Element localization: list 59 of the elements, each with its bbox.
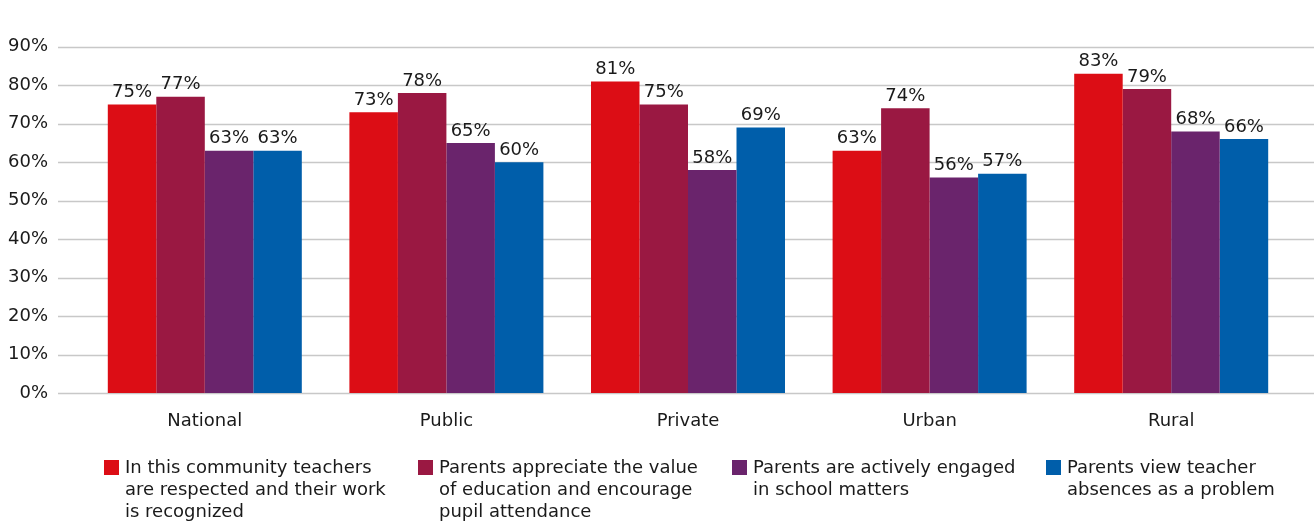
x-tick-label: Urban [902,408,957,430]
bar [978,173,1027,393]
bar [1074,73,1123,393]
bar [204,150,254,393]
y-tick-label: 20% [7,303,48,325]
bar [1122,89,1172,393]
bar [253,150,302,393]
bar [591,81,640,393]
legend-label: In this community teachers are respected and their work is recognized [125,456,387,522]
bar [688,169,737,393]
x-tick-label: Private [656,408,720,430]
data-label: 77% [160,72,201,94]
data-label: 79% [1126,64,1167,86]
x-tick-label: National [167,408,243,430]
data-label: 75% [112,80,153,102]
bar [881,108,930,393]
y-tick-label: 10% [7,342,48,364]
bar [1219,139,1269,393]
x-tick-label: Rural [1147,408,1195,430]
bar [832,150,882,393]
data-label: 63% [257,126,298,148]
data-label: 58% [692,145,733,167]
bar [929,177,979,393]
bar [107,104,157,393]
bar [156,96,205,393]
data-label: 68% [1175,107,1216,129]
data-label: 69% [740,103,781,125]
data-label: 63% [836,126,877,148]
y-tick-label: 40% [7,226,48,248]
data-label: 66% [1223,114,1264,136]
y-tick-label: 70% [7,111,48,133]
data-label: 83% [1078,49,1119,71]
bar [1171,131,1220,393]
bar [736,127,785,393]
bar [446,142,495,393]
data-label: 65% [450,118,491,140]
y-tick-label: 80% [7,72,48,94]
y-tick-label: 30% [7,265,48,287]
bar [639,104,688,393]
data-label: 74% [885,84,926,106]
data-label: 63% [209,126,250,148]
data-label: 57% [982,149,1023,171]
x-tick-label: Public [419,408,474,430]
bar [494,162,544,393]
data-label: 75% [643,80,684,102]
data-label: 60% [499,137,540,159]
data-label: 56% [933,153,974,175]
legend-label: Parents view teacher absences as a problem [1067,456,1276,500]
data-label: 81% [595,57,636,79]
bar [349,112,398,393]
data-label: 73% [353,87,394,109]
bar [397,92,447,393]
legend-label: Parents appreciate the value of education and encourage pupil attendance [439,456,699,522]
y-tick-label: 50% [7,188,48,210]
y-tick-label: 0% [19,380,48,402]
y-tick-label: 60% [7,149,48,171]
y-tick-label: 90% [7,34,48,56]
legend-label: Parents are actively engaged in school matters [753,456,1017,500]
data-label: 78% [402,68,443,90]
